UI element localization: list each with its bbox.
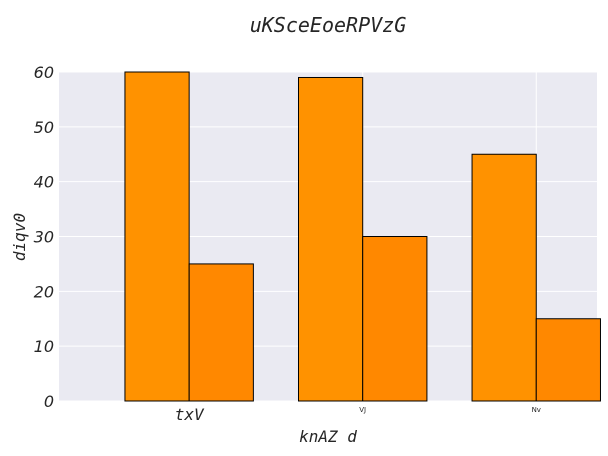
- y-tick-label: 30: [34, 228, 54, 247]
- x-tick-label: VJ: [359, 406, 366, 414]
- bar-series-2-VJ: [363, 237, 427, 402]
- bar-series-1-VJ: [298, 77, 362, 401]
- bar-series-1-Nv: [472, 154, 536, 401]
- bar-series-2-Nv: [536, 319, 600, 401]
- y-tick-labels: 0 10 20 30 40 50 60: [34, 63, 54, 411]
- y-tick-label: 60: [34, 63, 54, 82]
- x-tick-labels: txV VJ Nv: [175, 405, 541, 424]
- y-tick-label: 0: [44, 392, 54, 411]
- x-axis-label: knAZ d: [299, 427, 357, 446]
- y-axis-label: diqv0: [10, 213, 29, 261]
- y-tick-label: 20: [34, 282, 54, 301]
- bar-series-2-txV: [189, 264, 253, 401]
- y-tick-label: 50: [34, 118, 54, 137]
- x-tick-label: Nv: [532, 406, 541, 414]
- y-tick-label: 10: [34, 337, 54, 356]
- chart-title: uKSceEoeRPVzG: [250, 13, 407, 37]
- bar-series-1-txV: [125, 72, 189, 401]
- y-tick-label: 40: [34, 173, 54, 192]
- x-tick-label: txV: [175, 405, 205, 424]
